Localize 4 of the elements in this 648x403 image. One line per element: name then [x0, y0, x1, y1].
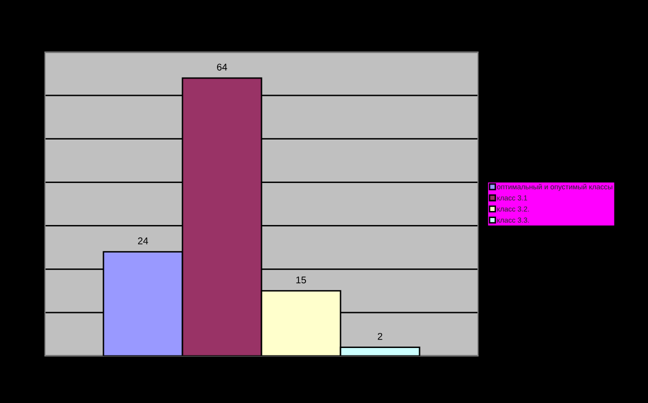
data-label: 24	[138, 237, 148, 244]
data-label: 15	[296, 276, 306, 284]
data-label: 2	[378, 332, 382, 340]
data-label: 64	[217, 64, 228, 71]
